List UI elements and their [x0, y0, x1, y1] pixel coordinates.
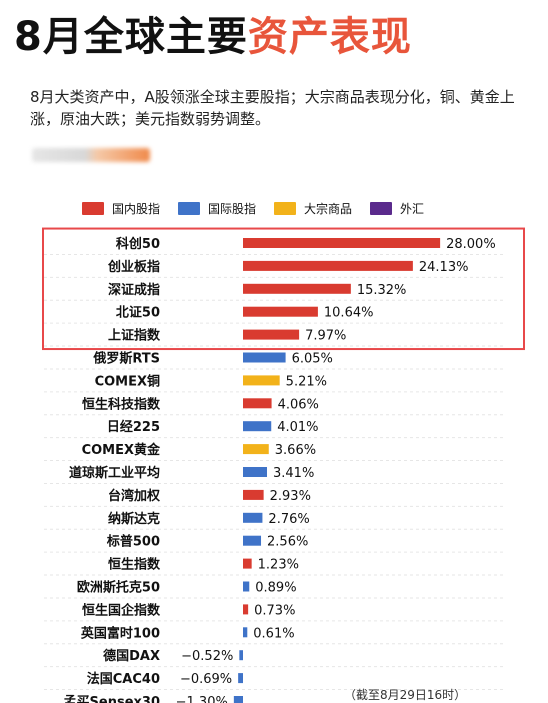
bar — [243, 535, 262, 546]
category-label: 上证指数 — [108, 328, 161, 344]
value-label: 2.93% — [270, 489, 311, 504]
category-label: 台湾加权 — [108, 488, 161, 504]
legend-item-fx: 外汇 — [370, 200, 424, 217]
bar — [239, 650, 243, 661]
legend-swatch-commodity — [274, 201, 297, 215]
category-label: 纳斯达克 — [108, 511, 160, 527]
value-label: 24.13% — [419, 260, 469, 275]
bar — [243, 489, 264, 500]
category-label: 深证成指 — [108, 282, 160, 298]
value-label: 0.73% — [254, 603, 295, 618]
page-subtitle: 8月大类资产中，A股领涨全球主要股指；大宗商品表现分化，铜、黄金上涨，原油大跌；… — [30, 88, 515, 128]
legend-label-commodity: 大宗商品 — [304, 201, 353, 216]
category-label: 俄罗斯RTS — [92, 351, 160, 367]
blurred-source-logo — [32, 148, 150, 162]
category-label: 日经225 — [107, 419, 160, 435]
bar — [243, 467, 268, 477]
highlight-box — [42, 227, 525, 351]
legend-label-international: 国际股指 — [208, 201, 257, 216]
page-title: 8月全球主要资产表现 — [14, 4, 412, 62]
value-label: −0.69% — [180, 672, 232, 687]
bar — [243, 306, 318, 317]
category-label: 恒生科技指数 — [82, 396, 161, 412]
category-label: 道琼斯工业平均 — [69, 465, 160, 481]
category-label: 德国DAX — [103, 648, 160, 664]
title-accent: 资产表现 — [247, 14, 412, 60]
value-label: 4.01% — [277, 420, 318, 435]
category-label: 孟买Sensex30 — [64, 695, 160, 703]
category-label: 标普500 — [106, 534, 160, 550]
value-label: 1.23% — [258, 558, 299, 573]
value-label: 0.89% — [255, 581, 296, 596]
bar — [243, 375, 280, 386]
value-label: 5.21% — [286, 374, 327, 389]
bar — [243, 444, 269, 455]
chart-legend: 国内股指 国际股指 大宗商品 外汇 — [82, 199, 442, 217]
value-label: −1.30% — [176, 695, 228, 703]
legend-item-domestic: 国内股指 — [82, 200, 160, 217]
bar — [243, 604, 249, 615]
legend-swatch-international — [178, 201, 201, 215]
bar — [238, 673, 243, 684]
category-label: 欧洲斯托克50 — [77, 580, 160, 596]
bar — [243, 558, 252, 569]
legend-label-fx: 外汇 — [400, 201, 425, 216]
legend-item-international: 国际股指 — [178, 200, 256, 217]
bar — [243, 260, 413, 271]
value-label: 3.66% — [275, 443, 316, 458]
bar — [243, 352, 286, 363]
bar — [243, 329, 300, 340]
footnote-date: （截至8月29日16时） — [344, 688, 467, 702]
category-label: 法国CAC40 — [87, 671, 160, 687]
category-label: 恒生指数 — [108, 557, 161, 573]
bar — [243, 421, 272, 432]
category-label: 英国富时100 — [80, 625, 160, 641]
category-label: COMEX铜 — [95, 373, 160, 389]
value-label: 15.32% — [357, 283, 407, 298]
legend-label-domestic: 国内股指 — [112, 201, 161, 216]
category-label: 科创50 — [116, 236, 160, 252]
category-label: 恒生国企指数 — [82, 602, 161, 618]
legend-swatch-fx — [370, 201, 393, 215]
value-label: 3.41% — [273, 466, 314, 481]
value-label: 28.00% — [446, 237, 496, 252]
bar — [243, 238, 441, 248]
bar — [243, 398, 272, 409]
value-label: 6.05% — [292, 352, 333, 367]
category-label: 创业板指 — [107, 259, 160, 275]
bar — [233, 696, 243, 703]
value-label: 0.61% — [253, 626, 294, 641]
category-label: COMEX黄金 — [82, 442, 161, 458]
legend-item-commodity: 大宗商品 — [274, 200, 352, 217]
value-label: 10.64% — [324, 306, 374, 321]
bar — [243, 627, 248, 638]
value-label: 2.76% — [268, 512, 309, 527]
title-main: 8月全球主要 — [14, 14, 248, 60]
value-label: −0.52% — [181, 649, 233, 664]
bar — [243, 512, 263, 523]
legend-swatch-domestic — [82, 201, 104, 215]
category-label: 北证50 — [116, 306, 160, 321]
bar — [243, 581, 250, 592]
value-label: 2.56% — [267, 535, 308, 550]
bar — [243, 283, 351, 294]
value-label: 4.06% — [278, 397, 319, 412]
value-label: 7.97% — [305, 329, 346, 344]
bar-chart: 科创50 28.00% 创业板指 24.13% 深证成指 15.32% 北证50 10.64%… — [42, 227, 525, 703]
